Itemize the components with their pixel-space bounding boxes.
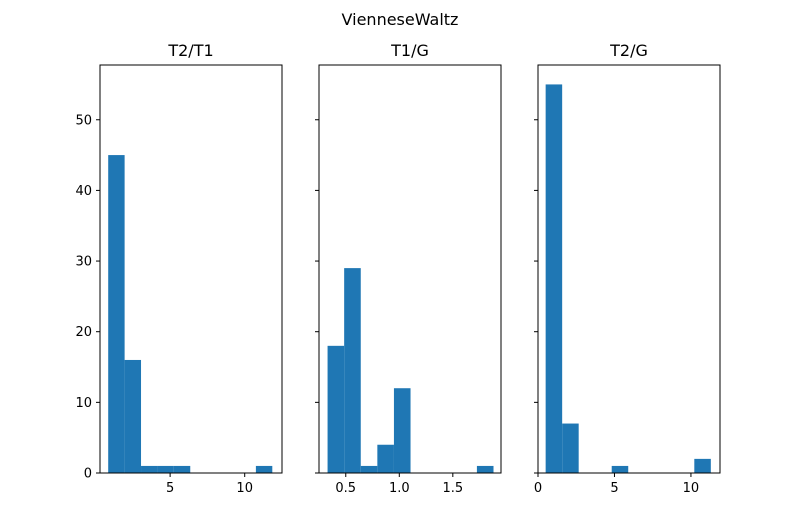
x-tick-label: 10 xyxy=(236,481,253,496)
panel-title: T1/G xyxy=(390,41,429,60)
y-tick-label: 40 xyxy=(75,184,92,199)
y-tick-label: 0 xyxy=(84,467,92,482)
x-tick-label: 0.5 xyxy=(335,481,356,496)
x-tick-label: 5 xyxy=(610,481,618,496)
axes-frame xyxy=(537,64,721,474)
y-tick-label: 30 xyxy=(75,255,92,270)
figure-title: VienneseWaltz xyxy=(342,10,459,29)
histogram-bar xyxy=(157,465,174,473)
histogram-bar xyxy=(327,345,345,473)
axes-frame xyxy=(99,64,283,474)
histogram-panel-t1-g: T1/G 0.5 1.0 1.5 xyxy=(315,41,502,496)
axes-frame xyxy=(318,64,502,474)
panel-title: T2/G xyxy=(609,41,648,60)
histogram-bar xyxy=(360,465,378,473)
x-tick-label: 1.0 xyxy=(389,481,410,496)
histogram-bar xyxy=(344,268,361,473)
histogram-panel-t2-g: T2/G 0 5 10 xyxy=(534,41,721,496)
histogram-bar xyxy=(545,84,563,473)
histogram-bar xyxy=(124,359,142,473)
y-tick-label: 10 xyxy=(75,396,92,411)
panel-title: T2/T1 xyxy=(167,41,213,60)
x-tick-label: 0 xyxy=(534,481,542,496)
histogram-bar xyxy=(141,465,158,473)
x-tick-label: 5 xyxy=(166,481,174,496)
histogram-bar xyxy=(393,388,411,473)
x-tick-label: 1.5 xyxy=(442,481,463,496)
histogram-panel-t2-t1: T2/T1 5 10 0 10 20 30 40 50 xyxy=(75,41,283,496)
x-tick-label: 10 xyxy=(683,481,700,496)
histogram-bar xyxy=(377,444,394,473)
histogram-bar xyxy=(476,465,494,473)
histogram-bar xyxy=(562,423,579,473)
histogram-bar xyxy=(173,465,191,473)
histogram-bar xyxy=(108,155,125,473)
histogram-bar xyxy=(611,465,629,473)
histogram-bar xyxy=(255,465,273,473)
y-tick-label: 50 xyxy=(75,113,92,128)
histogram-bar xyxy=(694,458,711,473)
y-tick-label: 20 xyxy=(75,325,92,340)
